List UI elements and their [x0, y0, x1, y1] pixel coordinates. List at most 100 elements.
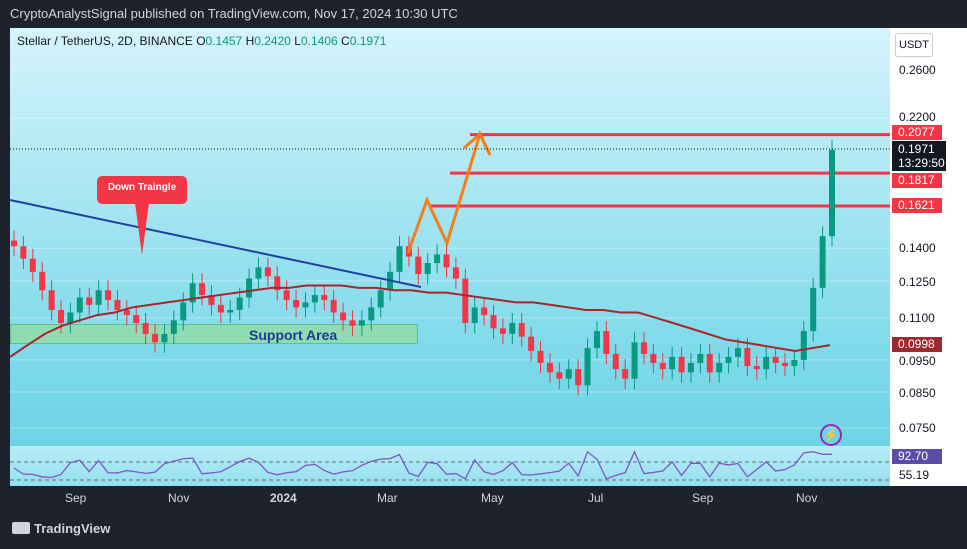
candle-body — [518, 322, 525, 337]
candle-body — [443, 254, 450, 268]
resistance-tag-3: 0.1621 — [892, 198, 942, 213]
candle-body — [142, 322, 149, 334]
publish-header: CryptoAnalystSignal published on Trading… — [0, 0, 967, 28]
candle-body — [368, 307, 375, 321]
candle-body — [180, 302, 187, 321]
low-value: 0.1406 — [300, 34, 338, 48]
candle-body — [528, 336, 535, 351]
callout-pointer — [135, 203, 149, 255]
tradingview-icon — [12, 522, 30, 534]
candle-body — [208, 295, 215, 305]
candle-body — [490, 315, 497, 329]
open-value: 0.1457 — [205, 34, 243, 48]
candle-body — [152, 333, 159, 343]
candle-body — [349, 320, 356, 326]
resistance-tag-1: 0.2077 — [892, 125, 942, 140]
candle-body — [800, 331, 807, 360]
candle-body — [575, 369, 582, 386]
y-tick: 0.1250 — [899, 275, 936, 289]
projection-arrowhead — [463, 131, 492, 156]
publish-title: CryptoAnalystSignal published on Trading… — [10, 6, 458, 21]
candle-body — [424, 263, 431, 275]
candle-body — [246, 278, 253, 298]
downtrend-line — [9, 199, 422, 288]
x-tick: May — [481, 491, 504, 505]
candle-body — [744, 348, 751, 367]
candle-body — [546, 362, 553, 373]
candle-body — [11, 240, 17, 247]
y-tick: 0.1400 — [899, 241, 936, 255]
price-axis[interactable] — [890, 28, 967, 486]
current-price-tag: 0.1971 13:29:50 — [892, 141, 946, 171]
rsi-line — [13, 450, 832, 480]
candle-body — [58, 309, 65, 323]
support-area-label: Support Area — [249, 327, 338, 343]
y-tick: 0.0750 — [899, 421, 936, 435]
close-label: C — [341, 34, 350, 48]
candle-body — [264, 267, 271, 277]
chart-pane[interactable] — [10, 28, 890, 486]
candle-body — [321, 295, 328, 300]
y-tick: 0.1100 — [899, 311, 935, 325]
currency-button[interactable]: USDT — [895, 33, 933, 57]
candle-body — [236, 297, 243, 310]
candle-body — [434, 254, 441, 264]
candle-body — [753, 366, 760, 370]
open-label: O — [196, 34, 206, 48]
candle-body — [631, 342, 638, 379]
x-tick: Nov — [168, 491, 190, 505]
y-tick: 0.2200 — [899, 110, 936, 124]
candles — [11, 139, 835, 396]
candle-body — [565, 369, 572, 379]
candle-body — [76, 297, 83, 313]
candle-body — [593, 331, 600, 349]
candle-body — [772, 356, 779, 363]
down-triangle-callout[interactable]: Down Traingle — [97, 176, 187, 204]
candle-body — [67, 312, 74, 323]
candle-body — [584, 348, 591, 386]
candle-body — [274, 276, 281, 291]
x-tick: Sep — [692, 491, 714, 505]
candle-body — [452, 267, 459, 279]
moving-average-line — [9, 284, 831, 358]
symbol-info[interactable]: Stellar / TetherUS, 2D, BINANCE O0.1457 … — [17, 34, 386, 48]
rsi-pane[interactable] — [10, 446, 890, 486]
candle-body — [105, 290, 112, 300]
rsi-ma-value: 55.19 — [899, 468, 930, 482]
resistance-tag-2: 0.1817 — [892, 173, 942, 188]
current-price-value: 0.1971 — [898, 142, 935, 156]
candle-body — [217, 304, 224, 313]
high-value: 0.2420 — [254, 34, 291, 48]
candle-body — [377, 290, 384, 308]
candle-body — [95, 290, 102, 305]
candle-body — [330, 299, 337, 313]
brand-label: TradingView — [34, 521, 111, 536]
candle-body — [133, 315, 140, 323]
candle-body — [199, 283, 206, 296]
tradingview-logo[interactable]: TradingView — [12, 521, 110, 536]
grid-lines — [10, 69, 890, 429]
candle-body — [810, 287, 817, 332]
candle-body — [29, 258, 36, 272]
candle-body — [640, 342, 647, 354]
candle-body — [734, 348, 741, 357]
candle-body — [161, 333, 168, 343]
lightning-icon[interactable]: ⚡ — [820, 424, 842, 446]
candle-body — [659, 362, 666, 370]
candle-body — [283, 290, 290, 300]
candle-body — [462, 278, 469, 323]
candle-body — [612, 353, 619, 370]
support-area-box[interactable] — [10, 324, 418, 344]
candle-body — [415, 256, 422, 275]
low-label: L — [294, 34, 301, 48]
candle-body — [791, 359, 798, 367]
projection-arrow — [406, 129, 492, 254]
candle-body — [716, 362, 723, 373]
candle-body — [725, 356, 732, 363]
x-tick: Nov — [796, 491, 818, 505]
candle-body — [781, 362, 788, 367]
y-tick: 0.2600 — [899, 63, 936, 77]
candle-body — [20, 246, 27, 259]
candle-body — [687, 362, 694, 373]
